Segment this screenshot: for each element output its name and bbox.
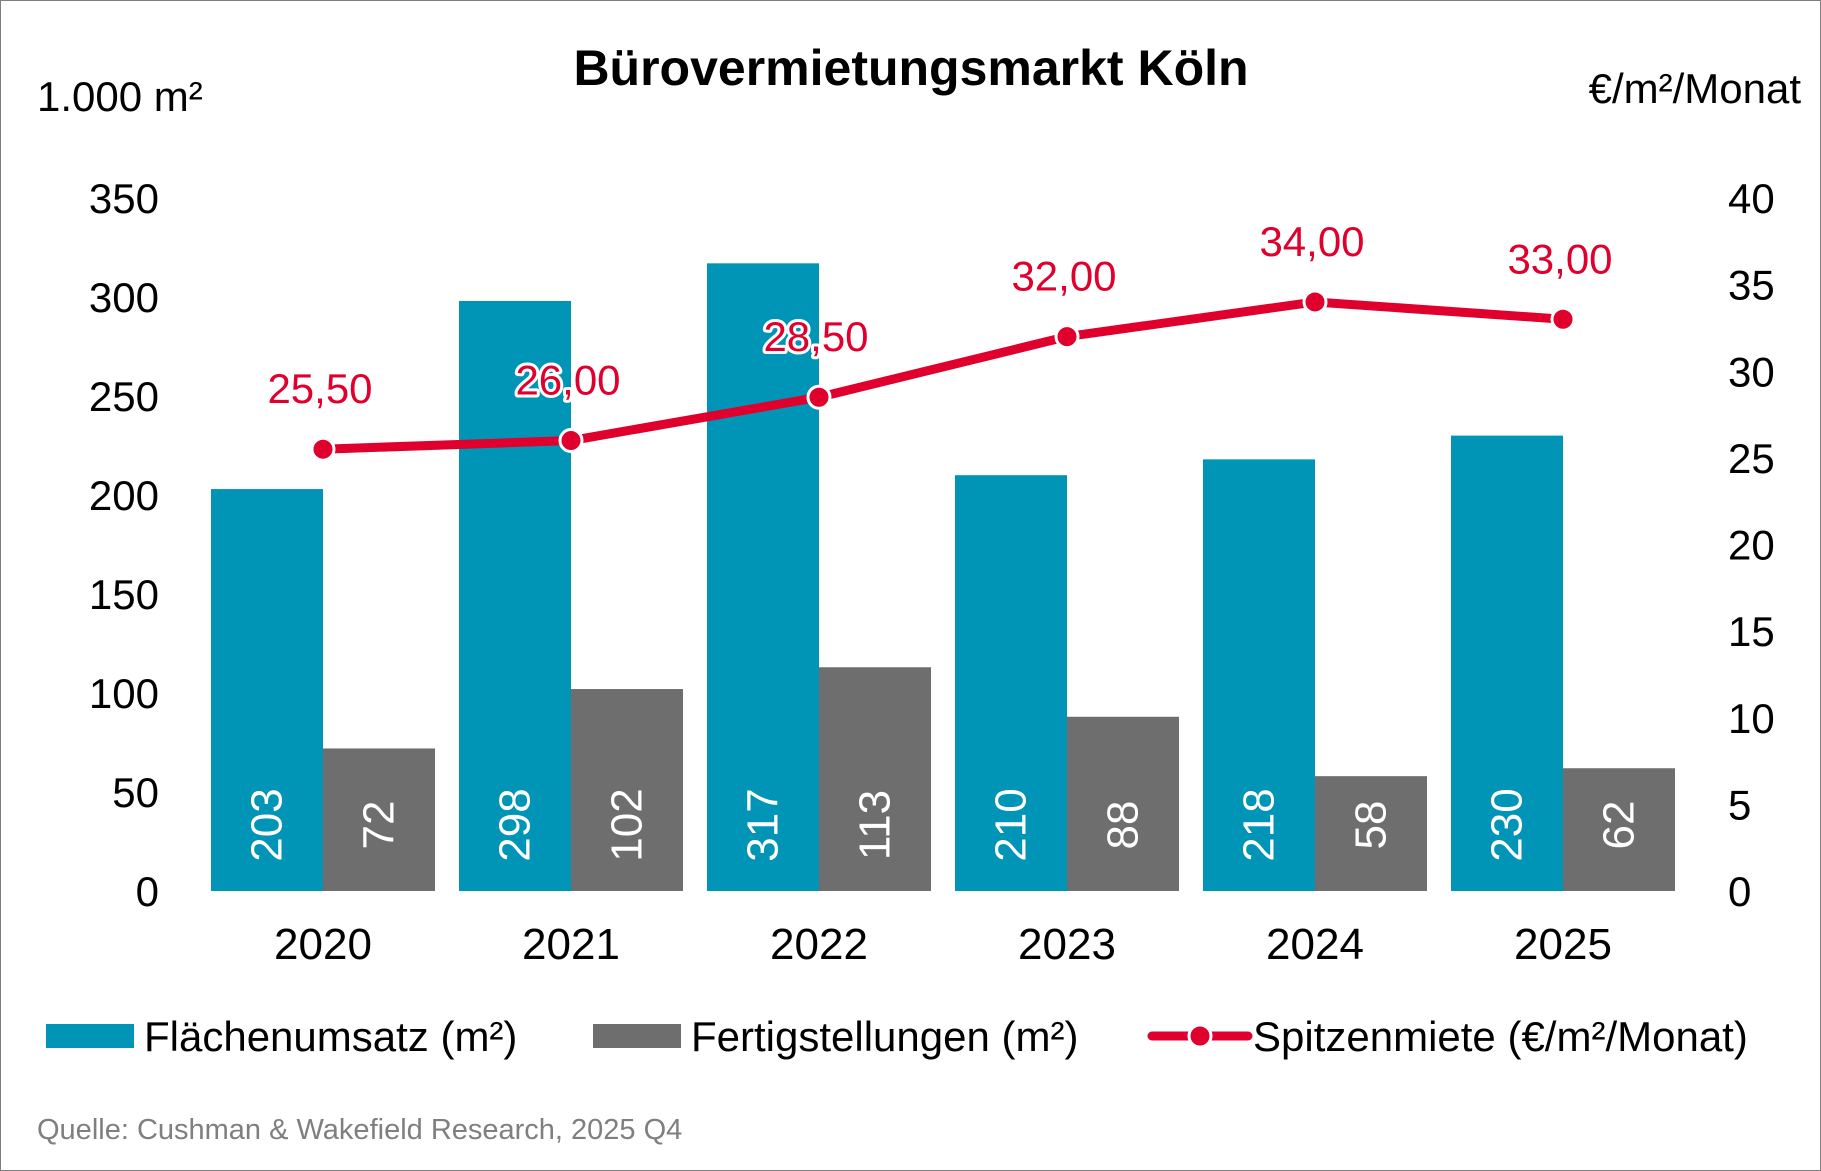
y-left-tick-label: 50 [112,769,159,816]
line-data-label: 28,50 [763,313,868,360]
legend-swatch [46,1024,134,1048]
legend-item-spitzenmiete: Spitzenmiete (€/m²/Monat) [1147,1013,1748,1060]
bar-data-label: 102 [603,788,652,861]
x-axis: 2020 2021 2022 2023 2024 2025 [274,920,1612,969]
legend: Flächenumsatz (m²) Fertigstellungen (m²) S… [46,1013,1748,1060]
x-tick-label: 2020 [274,920,372,969]
bar-data-label: 58 [1347,801,1396,850]
source-note: Quelle: Cushman & Wakefield Research, 20… [37,1114,682,1146]
bar-flaechenumsatz [955,475,1067,891]
y-right-axis-label: €/m²/Monat [1589,65,1802,112]
bar-flaechenumsatz [1203,459,1315,891]
y-left-tick-label: 250 [89,373,159,420]
bar-flaechenumsatz [459,300,571,892]
bar-fertigstellungen [1315,776,1427,891]
line-data-label: 25,50 [267,365,372,412]
line-point [1054,324,1080,350]
y-right-tick-label: 10 [1728,695,1775,742]
bar-fertigstellungen [571,689,683,891]
bar-data-label: 88 [1099,801,1148,850]
line-data-label: 32,00 [1011,253,1116,300]
bar-series-group: 203 72 298 102 317 113 210 88 218 58 230 62 [211,263,1675,892]
y-left-tick-label: 300 [89,274,159,321]
y-right-tick-label: 5 [1728,781,1751,828]
bar-fertigstellungen [819,667,931,891]
line-point [1550,306,1576,332]
bar-fertigstellungen [323,748,435,891]
x-tick-label: 2022 [770,920,868,969]
x-tick-label: 2025 [1514,920,1612,969]
chart-title: Bürovermietungsmarkt Köln [573,40,1248,96]
bar-data-label: 203 [243,788,292,861]
x-tick-label: 2021 [522,920,620,969]
line-point [1302,289,1328,315]
y-left-axis: 0 50 100 150 200 250 300 350 [89,175,159,915]
y-left-tick-label: 0 [136,868,159,915]
bar-data-label: 317 [739,788,788,861]
bar-data-label: 230 [1483,788,1532,861]
y-right-tick-label: 35 [1728,262,1775,309]
line-point [558,428,584,454]
line-point [310,436,336,462]
bar-data-label: 62 [1595,801,1644,850]
bar-data-label: 218 [1235,788,1284,861]
line-data-label: 33,00 [1507,235,1612,282]
bar-flaechenumsatz [707,263,819,892]
bar-data-label: 113 [851,790,900,860]
line-data-label: 34,00 [1259,218,1364,265]
y-right-tick-label: 0 [1728,868,1751,915]
legend-label: Spitzenmiete (€/m²/Monat) [1253,1013,1748,1060]
bar-flaechenumsatz [211,489,323,891]
bar-data-label: 72 [355,801,404,850]
x-tick-label: 2024 [1266,920,1364,969]
y-right-tick-label: 25 [1728,435,1775,482]
x-tick-label: 2023 [1018,920,1116,969]
bar-fertigstellungen [1563,768,1675,891]
legend-label: Flächenumsatz (m²) [144,1013,517,1060]
legend-label: Fertigstellungen (m²) [691,1013,1078,1060]
legend-swatch [593,1024,681,1048]
y-left-tick-label: 150 [89,571,159,618]
bar-data-label: 210 [987,788,1036,861]
y-left-tick-label: 350 [89,175,159,222]
line-data-label: 26,00 [515,357,620,404]
y-right-axis: 0 5 10 15 20 25 30 35 40 [1728,175,1775,915]
bar-flaechenumsatz [1451,435,1563,891]
y-left-tick-label: 200 [89,472,159,519]
legend-item-fertigstellungen: Fertigstellungen (m²) [593,1013,1078,1060]
y-right-tick-label: 30 [1728,348,1775,395]
y-right-tick-label: 40 [1728,175,1775,222]
line-series-group: 25,50 26,00 28,50 32,00 34,00 33,00 [264,215,1616,462]
bar-data-label: 298 [491,788,540,861]
y-right-tick-label: 15 [1728,608,1775,655]
y-left-axis-label: 1.000 m² [37,73,203,120]
y-right-tick-label: 20 [1728,522,1775,569]
bar-fertigstellungen [1067,716,1179,891]
legend-marker [1187,1023,1213,1049]
legend-item-flaechenumsatz: Flächenumsatz (m²) [46,1013,517,1060]
line-point [806,384,832,410]
line-spitzenmiete [318,297,1568,454]
y-left-tick-label: 100 [89,670,159,717]
